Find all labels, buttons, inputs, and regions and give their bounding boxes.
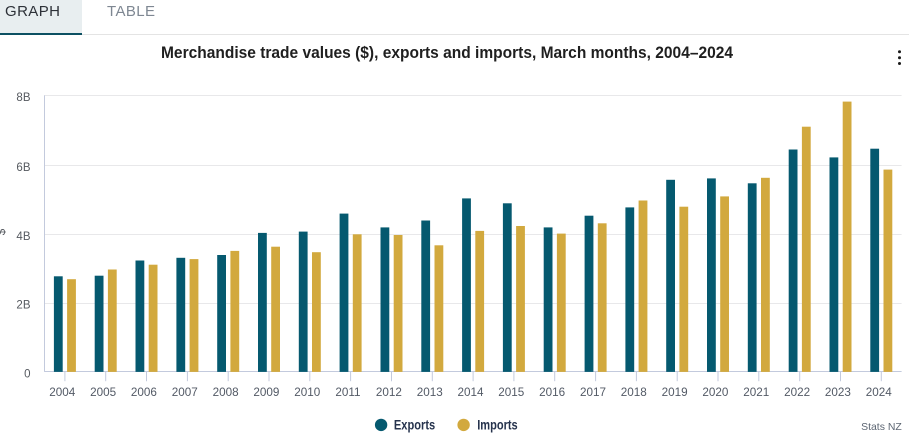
svg-text:4B: 4B bbox=[16, 231, 30, 243]
svg-text:Stats NZ: Stats NZ bbox=[861, 422, 902, 433]
svg-text:2017: 2017 bbox=[580, 386, 606, 399]
svg-text:0: 0 bbox=[24, 368, 30, 380]
svg-text:Exports: Exports bbox=[394, 418, 435, 433]
svg-text:$: $ bbox=[0, 228, 8, 235]
svg-text:2013: 2013 bbox=[417, 386, 443, 399]
svg-text:2018: 2018 bbox=[621, 386, 647, 399]
svg-text:2012: 2012 bbox=[376, 386, 402, 399]
svg-text:2008: 2008 bbox=[213, 386, 239, 399]
svg-text:2010: 2010 bbox=[294, 386, 321, 399]
svg-text:6B: 6B bbox=[16, 162, 30, 174]
svg-text:2021: 2021 bbox=[743, 386, 769, 399]
svg-text:2019: 2019 bbox=[662, 386, 688, 399]
svg-text:2011: 2011 bbox=[335, 386, 360, 399]
svg-text:2007: 2007 bbox=[172, 386, 198, 399]
svg-text:2B: 2B bbox=[16, 300, 30, 312]
svg-text:Merchandise trade values ($),: Merchandise trade values ($), exports an… bbox=[161, 43, 733, 62]
svg-text:2006: 2006 bbox=[131, 386, 157, 399]
svg-text:2005: 2005 bbox=[90, 386, 117, 399]
svg-text:8B: 8B bbox=[16, 92, 30, 104]
svg-text:2016: 2016 bbox=[539, 386, 565, 399]
svg-text:2020: 2020 bbox=[702, 386, 729, 399]
svg-text:2023: 2023 bbox=[825, 386, 851, 399]
svg-text:Imports: Imports bbox=[477, 418, 518, 433]
svg-text:2009: 2009 bbox=[253, 386, 279, 399]
svg-text:2015: 2015 bbox=[498, 386, 525, 399]
svg-text:2014: 2014 bbox=[457, 386, 484, 399]
svg-text:2004: 2004 bbox=[49, 386, 76, 399]
svg-text:2022: 2022 bbox=[784, 386, 810, 399]
svg-text:2024: 2024 bbox=[866, 386, 893, 399]
